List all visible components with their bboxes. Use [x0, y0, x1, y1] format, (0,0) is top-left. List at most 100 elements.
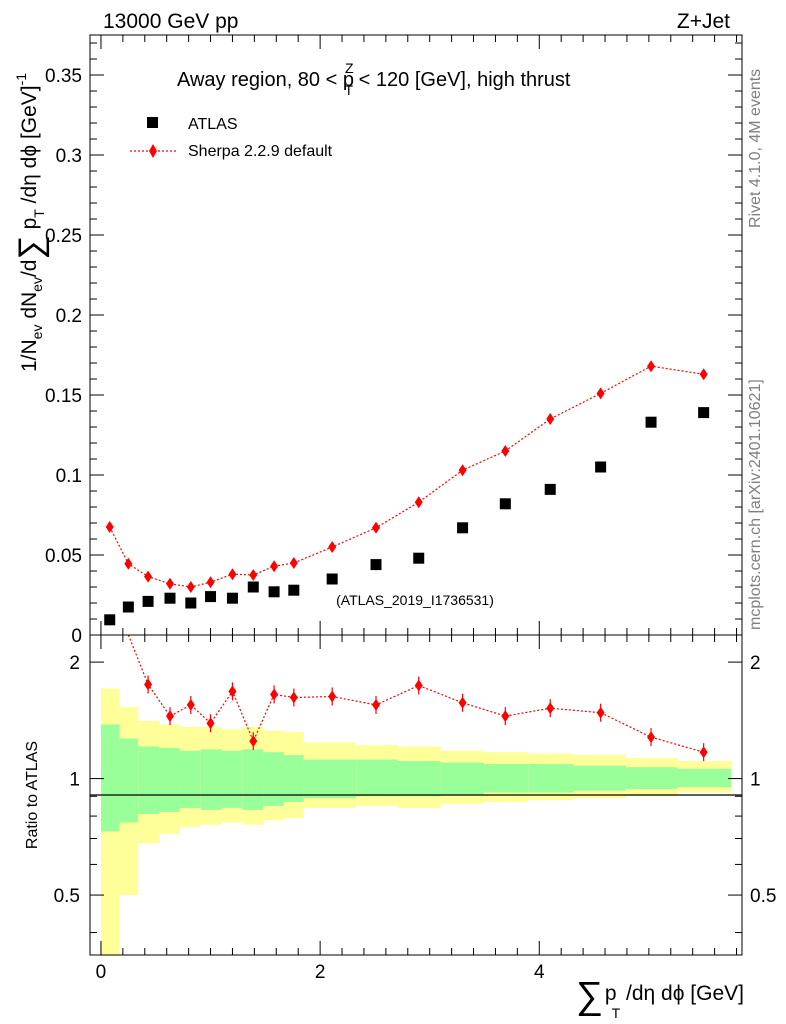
ratio-y-tick-label-right: 1 [750, 770, 761, 791]
data-point-marker [185, 597, 197, 609]
x-tick-label: 0 [96, 962, 107, 983]
ratio-band-inner [263, 752, 284, 806]
xlabel-rest: /dη dϕ [GeV] [620, 982, 744, 1005]
ratio-y-tick-labels: 0.5 0.5 1 1 2 2 [54, 653, 777, 907]
mc-series-line [109, 365, 704, 588]
ratio-point-marker [647, 731, 656, 744]
ratio-uncertainty-bands [100, 688, 732, 955]
ylabel-part-3: /d [18, 260, 41, 278]
ratio-y-axis-label: Ratio to ATLAS [24, 741, 41, 849]
ratio-band-inner [483, 764, 529, 793]
ratio-band-inner [100, 724, 120, 832]
main-y-tick-label: 0.1 [56, 466, 82, 487]
mc-point-marker [328, 541, 337, 553]
data-point-marker [268, 586, 280, 598]
ratio-point-marker [228, 685, 237, 698]
xlabel-sigma: ∑ [576, 975, 603, 1017]
mc-point-marker [414, 496, 423, 509]
data-point-marker [544, 483, 556, 495]
main-y-tick-labels: 0 0.05 0.1 0.15 0.2 0.25 0.3 0.35 [45, 66, 82, 647]
data-point-marker [104, 614, 116, 626]
legend-square-marker [147, 117, 158, 128]
ratio-plot-marks [127, 634, 708, 762]
ratio-axis-ticks [90, 635, 742, 955]
main-y-tick-label: 0.2 [56, 306, 82, 327]
mc-point-marker [289, 557, 298, 569]
main-y-tick-label: 0.35 [45, 66, 82, 87]
ratio-point-marker [206, 717, 215, 730]
ratio-series-line [127, 634, 704, 753]
mc-point-marker [596, 387, 605, 400]
ylabel-superscript: -1 [13, 73, 29, 86]
mc-point-marker [105, 521, 114, 533]
xlabel-p: p [605, 982, 617, 1005]
x-axis-label: ∑p T /dη dϕ [GeV] [576, 975, 744, 1021]
main-y-tick-label: 0.05 [45, 546, 82, 567]
header-left-label: 13000 GeV pp [103, 10, 238, 33]
title-part-2: < 120 [GeV], high thrust [353, 69, 571, 91]
ylabel-part-1: 1/N [18, 339, 41, 372]
ratio-point-marker [546, 702, 555, 715]
ratio-point-marker [328, 690, 337, 703]
ratio-point-marker [165, 710, 174, 723]
ratio-band-inner [159, 747, 180, 812]
data-point-marker [205, 591, 217, 603]
title-subscript: T [345, 82, 354, 98]
x-tick-label: 2 [315, 962, 326, 983]
data-point-marker [142, 595, 154, 607]
main-title: Away region, 80 < pZ T < 120 [GeV], high … [177, 60, 571, 98]
data-point-marker [226, 592, 238, 604]
data-point-marker [247, 581, 259, 593]
ratio-band-inner [179, 750, 201, 808]
title-superscript: Z [345, 60, 354, 76]
ylabel-part-2: dN [18, 292, 41, 325]
ratio-y-tick-label-right: 0.5 [750, 886, 776, 907]
ratio-band-inner [625, 767, 678, 789]
ratio-band-inner [303, 759, 357, 799]
main-y-tick-label: 0.15 [45, 386, 82, 407]
rivet-version-label: Rivet 4.1.0, 4M events [747, 69, 764, 228]
data-point-marker [595, 461, 607, 473]
ratio-band-inner [440, 762, 484, 795]
mc-point-marker [647, 360, 656, 373]
ratio-band-inner [397, 761, 441, 797]
mc-point-marker [206, 576, 215, 589]
data-point-marker [645, 416, 657, 428]
ratio-point-marker [249, 735, 258, 748]
main-plot-marks [104, 360, 710, 626]
mc-point-marker [458, 464, 467, 477]
ratio-frame [89, 634, 743, 956]
mc-point-marker [270, 560, 279, 573]
mc-point-marker [144, 570, 153, 583]
mc-point-marker [372, 521, 381, 534]
ylabel-sub-4: T [31, 209, 47, 218]
x-tick-label: 4 [534, 962, 545, 983]
ratio-band-inner [200, 749, 222, 810]
data-point-marker [698, 407, 710, 419]
ratio-point-marker [289, 691, 298, 704]
ratio-point-marker [270, 688, 279, 701]
ratio-point-marker [372, 698, 381, 711]
ylabel-sub-1: ev [29, 325, 45, 340]
data-point-marker [326, 573, 338, 585]
ratio-band-inner [283, 755, 304, 802]
ylabel-sigma: ∑ [12, 235, 50, 259]
main-y-tick-label: 0.25 [45, 226, 82, 247]
mc-point-marker [249, 569, 258, 581]
mc-point-marker [124, 557, 133, 570]
ratio-y-tick-label-left: 0.5 [54, 886, 80, 907]
ratio-point-marker [699, 746, 708, 759]
data-point-marker [499, 498, 511, 510]
ratio-point-marker [501, 710, 510, 723]
ratio-band-inner [528, 764, 574, 793]
mc-point-marker [501, 445, 510, 457]
legend: ATLAS Sherpa 2.2.9 default [130, 116, 333, 160]
mc-point-marker [699, 368, 708, 381]
ratio-point-marker [144, 678, 153, 691]
mc-point-marker [546, 413, 555, 425]
mc-point-marker [165, 577, 174, 590]
ratio-y-tick-label-right: 2 [750, 653, 761, 674]
ratio-band-inner [677, 768, 732, 788]
ratio-point-marker [596, 706, 605, 719]
